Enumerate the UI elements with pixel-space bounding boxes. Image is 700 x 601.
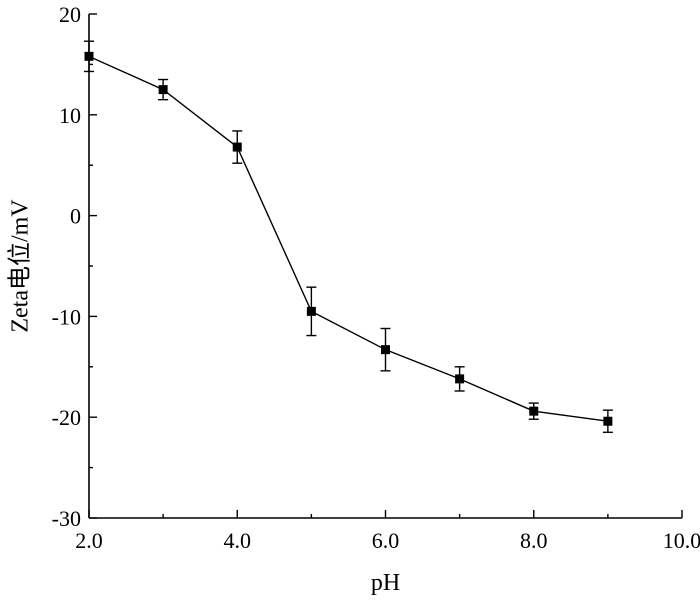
data-point bbox=[232, 142, 242, 152]
x-tick-label: 10.0 bbox=[663, 528, 700, 553]
y-axis-title: Zeta电位/mV bbox=[7, 199, 34, 333]
data-point bbox=[306, 306, 316, 316]
x-axis-title: pH bbox=[371, 570, 400, 596]
data-point bbox=[603, 416, 613, 426]
y-tick-label: -20 bbox=[52, 405, 81, 430]
y-tick-label: -30 bbox=[52, 506, 81, 531]
x-tick-label: 4.0 bbox=[224, 528, 252, 553]
data-series bbox=[84, 40, 613, 434]
x-tick-label: 6.0 bbox=[372, 528, 400, 553]
y-tick-label: -10 bbox=[52, 304, 81, 329]
x-axis-ticks: 2.0 4.0 6.0 8.0 10.0 bbox=[75, 510, 700, 553]
y-axis-ticks: -30 -20 -10 0 10 20 bbox=[52, 2, 97, 531]
data-point bbox=[158, 85, 168, 95]
x-tick-label: 2.0 bbox=[75, 528, 103, 553]
y-tick-label: 0 bbox=[70, 204, 81, 229]
axes bbox=[88, 14, 682, 519]
data-point bbox=[84, 51, 94, 61]
x-tick-label: 8.0 bbox=[520, 528, 548, 553]
series-line bbox=[88, 55, 608, 422]
data-point bbox=[529, 406, 539, 416]
y-tick-label: 20 bbox=[59, 2, 81, 27]
y-tick-label: 10 bbox=[59, 103, 81, 128]
data-point bbox=[455, 374, 465, 384]
data-point bbox=[381, 345, 390, 355]
